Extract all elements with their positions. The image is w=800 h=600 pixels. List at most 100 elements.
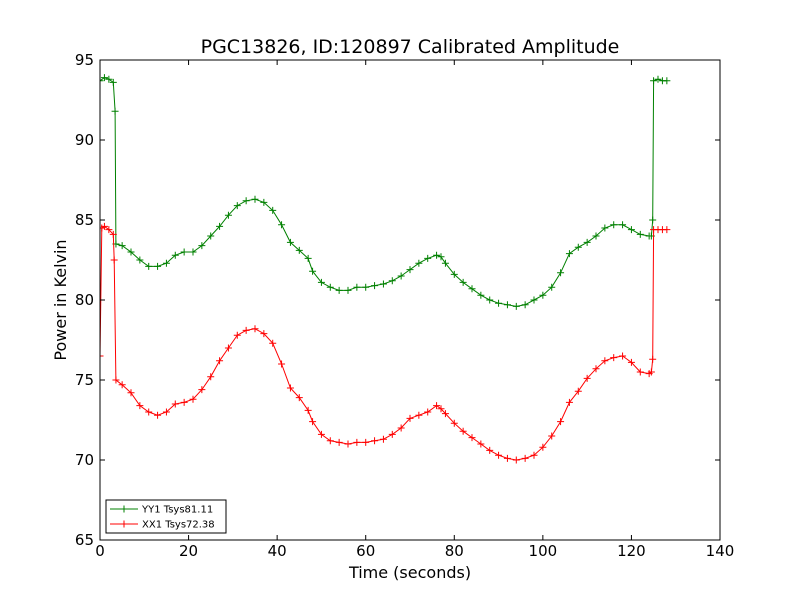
y-tick-label: 75	[75, 371, 94, 389]
data-point	[110, 256, 118, 264]
data-point	[574, 243, 582, 251]
data-point	[450, 419, 458, 427]
x-tick-label: 120	[617, 542, 646, 560]
data-point	[583, 238, 591, 246]
data-point	[105, 226, 113, 234]
data-point	[663, 226, 671, 234]
series-1	[100, 222, 671, 464]
data-point	[512, 456, 520, 464]
data-point	[127, 248, 135, 256]
data-point	[180, 398, 188, 406]
data-point	[362, 283, 370, 291]
data-point	[388, 430, 396, 438]
data-point	[362, 438, 370, 446]
data-point	[647, 368, 655, 376]
data-point	[154, 262, 162, 270]
data-point	[198, 386, 206, 394]
data-point	[592, 232, 600, 240]
data-point	[379, 280, 387, 288]
data-point	[565, 250, 573, 258]
data-point	[388, 277, 396, 285]
data-point	[521, 301, 529, 309]
data-point	[650, 77, 658, 85]
data-point	[503, 454, 511, 462]
data-point	[198, 242, 206, 250]
data-point	[649, 216, 657, 224]
data-point	[207, 232, 215, 240]
data-point	[344, 440, 352, 448]
data-point	[112, 376, 120, 384]
data-point	[565, 398, 573, 406]
data-point	[224, 344, 232, 352]
data-point	[636, 368, 644, 376]
data-point	[317, 430, 325, 438]
data-point	[171, 251, 179, 259]
series-line	[100, 77, 667, 307]
data-point	[437, 405, 445, 413]
data-point	[433, 402, 441, 410]
data-point	[437, 253, 445, 261]
data-point	[424, 254, 432, 262]
data-point	[286, 238, 294, 246]
data-point	[145, 408, 153, 416]
x-tick-label: 60	[356, 542, 375, 560]
data-point	[459, 427, 467, 435]
data-point	[251, 325, 259, 333]
series-0	[100, 74, 671, 310]
x-tick-label: 40	[268, 542, 287, 560]
data-point	[486, 296, 494, 304]
legend-marker	[120, 520, 128, 528]
data-point	[548, 432, 556, 440]
data-point	[326, 283, 334, 291]
data-point	[459, 278, 467, 286]
data-point	[415, 259, 423, 267]
data-point	[663, 77, 671, 85]
data-point	[286, 384, 294, 392]
data-point	[295, 246, 303, 254]
data-point	[326, 437, 334, 445]
data-point	[353, 283, 361, 291]
data-point	[486, 446, 494, 454]
data-point	[406, 266, 414, 274]
y-axis-label: Power in Kelvin	[51, 239, 70, 360]
data-point	[477, 291, 485, 299]
data-point	[406, 414, 414, 422]
data-point	[189, 248, 197, 256]
legend-marker	[120, 505, 128, 513]
data-point	[260, 330, 268, 338]
data-point	[636, 230, 644, 238]
data-point	[649, 355, 657, 363]
data-point	[304, 254, 312, 262]
legend-box	[105, 499, 227, 534]
data-point	[269, 206, 277, 214]
data-point	[583, 374, 591, 382]
data-point	[295, 394, 303, 402]
data-point	[189, 395, 197, 403]
data-point	[118, 381, 126, 389]
data-point	[397, 424, 405, 432]
x-tick-label: 140	[706, 542, 735, 560]
data-point	[503, 301, 511, 309]
data-point	[601, 357, 609, 365]
x-axis-label: Time (seconds)	[348, 563, 471, 582]
data-point	[100, 77, 104, 85]
data-point	[530, 451, 538, 459]
data-point	[495, 299, 503, 307]
data-point	[100, 222, 108, 230]
data-point	[109, 78, 117, 86]
plot-frame	[99, 59, 721, 541]
data-point	[592, 365, 600, 373]
x-tick-label: 100	[529, 542, 558, 560]
data-point	[100, 74, 108, 82]
data-point	[468, 285, 476, 293]
data-point	[224, 211, 232, 219]
data-point	[557, 269, 565, 277]
data-point	[548, 283, 556, 291]
series-layer	[100, 74, 671, 464]
y-tick-label: 90	[75, 131, 94, 149]
data-point	[468, 434, 476, 442]
data-point	[654, 75, 662, 83]
data-point	[309, 418, 317, 426]
data-point	[260, 198, 268, 206]
legend-label: YY1 Tsys81.11	[141, 505, 213, 516]
